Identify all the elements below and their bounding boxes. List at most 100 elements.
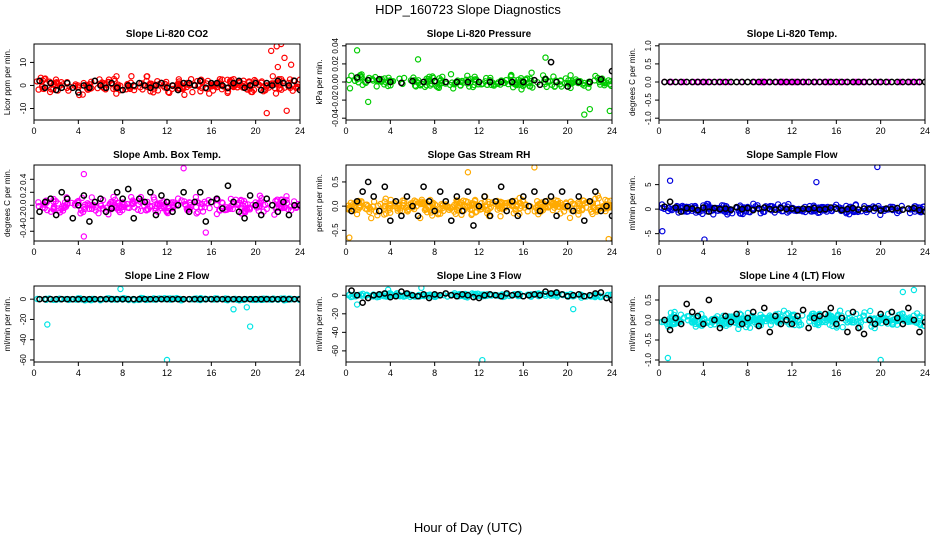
x-tick-label: 4 [701, 126, 706, 136]
data-point [767, 321, 775, 328]
mean-point [141, 82, 149, 89]
x-tick-label: 20 [563, 247, 573, 257]
outlier-point [263, 109, 270, 117]
mean-point [274, 77, 282, 85]
data-point [513, 81, 520, 89]
outlier-point [531, 165, 538, 171]
mean-point [69, 214, 77, 222]
mean-point [381, 290, 389, 297]
data-point [471, 197, 479, 205]
mean-point [420, 290, 427, 298]
data-point [861, 309, 868, 316]
mean-point [672, 204, 679, 212]
x-tick-label: 8 [120, 247, 125, 257]
data-point [178, 197, 185, 204]
data-point [368, 214, 375, 222]
mean-point [711, 316, 718, 324]
x-tick-label: 0 [656, 368, 661, 378]
data-point [225, 204, 233, 211]
data-point [457, 82, 464, 89]
mean-point [102, 208, 110, 216]
mean-point [694, 206, 702, 214]
mean-point [135, 79, 143, 87]
mean-point [63, 79, 71, 87]
x-tick-label: 16 [206, 247, 216, 257]
panel-line2: Slope Line 2 Flow ml/min per min. 0 4 8 12 16 2… [3, 271, 305, 378]
mean-point [525, 202, 533, 210]
data-point [861, 202, 868, 210]
data-point [189, 88, 196, 96]
data-point [209, 87, 217, 94]
mean-point [661, 203, 668, 211]
data-point [427, 82, 434, 89]
x-tick-label: 4 [388, 247, 393, 257]
x-tick-label: 12 [787, 247, 797, 257]
outlier-point [606, 107, 612, 115]
mean-point [536, 207, 544, 215]
mean-point [196, 188, 204, 196]
mean-point [152, 211, 160, 219]
mean-point [553, 212, 560, 220]
mean-point [597, 75, 605, 83]
mean-point [921, 208, 925, 215]
mean-point [442, 78, 450, 86]
mean-point [392, 197, 400, 205]
data-point [244, 201, 252, 208]
mean-point [353, 197, 361, 205]
panel-title: Slope Gas Stream RH [428, 150, 531, 161]
y-tick-label: -0.5 [331, 223, 340, 237]
mean-point [497, 292, 505, 300]
x-tick-label: 0 [656, 247, 661, 257]
mean-point [91, 198, 99, 206]
figure-xlabel: Hour of Day (UTC) [414, 520, 522, 535]
mean-point [174, 86, 182, 94]
data-point [423, 78, 431, 86]
x-tick-label: 4 [701, 368, 706, 378]
mean-point [213, 195, 221, 203]
data-point [495, 202, 503, 210]
mean-point [403, 290, 411, 297]
mean-point [866, 316, 873, 324]
data-point [551, 201, 558, 208]
data-point [699, 210, 706, 218]
data-point [720, 78, 727, 86]
data-point [276, 85, 283, 92]
x-tick-label: 12 [162, 126, 172, 136]
mean-point [268, 82, 276, 89]
x-tick-label: 12 [162, 247, 172, 257]
mean-point [492, 197, 499, 205]
scatter-points [346, 286, 612, 362]
data-point [262, 86, 269, 94]
data-point [95, 209, 102, 217]
x-tick-label: 24 [607, 247, 617, 257]
mean-point [147, 188, 154, 196]
mean-point [185, 208, 193, 216]
mean-point [359, 188, 366, 195]
mean-point [575, 78, 583, 86]
mean-point [694, 312, 702, 320]
mean-point [420, 78, 427, 86]
mean-point [80, 82, 88, 89]
outlier-point [701, 236, 708, 241]
data-point [50, 195, 57, 203]
mean-point [592, 188, 599, 195]
x-tick-label: 0 [31, 368, 36, 378]
data-point [720, 320, 728, 327]
data-point [464, 72, 471, 80]
mean-point [464, 291, 472, 299]
mean-point [74, 201, 82, 209]
data-point [735, 325, 742, 333]
data-point [561, 203, 568, 211]
outlier-point [163, 356, 171, 362]
mean-point [810, 314, 818, 322]
data-point [528, 69, 535, 76]
mean-point [899, 320, 907, 328]
outlier-point [80, 233, 88, 240]
data-point [680, 314, 688, 321]
mean-point [152, 82, 160, 89]
y-tick-label: 0 [644, 206, 653, 211]
mean-point [252, 201, 260, 209]
data-point [404, 208, 411, 215]
mean-point [158, 192, 165, 199]
mean-point [459, 207, 466, 215]
